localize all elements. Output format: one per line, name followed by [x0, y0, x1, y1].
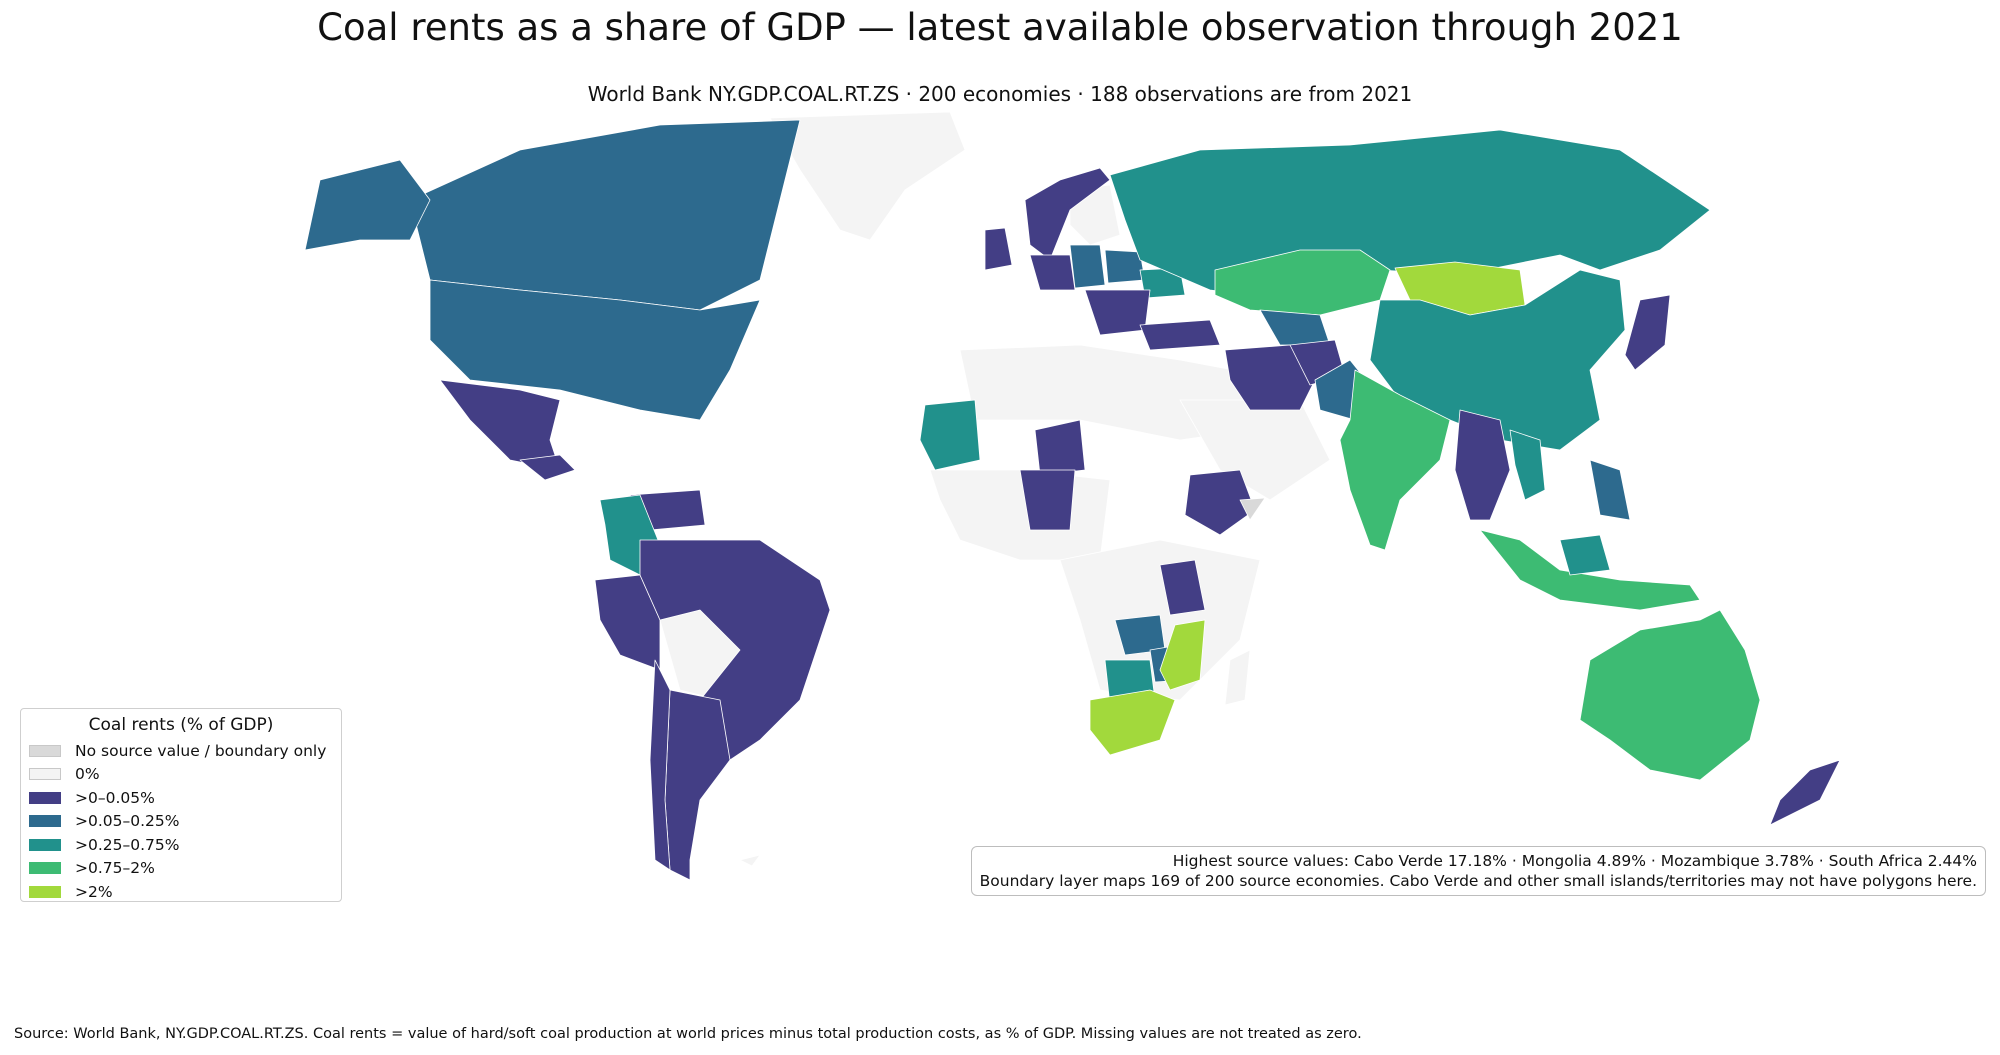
legend-swatch — [29, 815, 61, 828]
region-alaska — [304, 159, 431, 251]
region-central-america — [519, 454, 576, 481]
legend-swatch — [29, 791, 61, 804]
region-france — [1029, 254, 1076, 291]
legend-swatch — [29, 838, 61, 851]
legend-label: 0% — [75, 765, 100, 784]
region-scandinavia — [1024, 167, 1111, 261]
legend-label: >0.25–0.75% — [75, 835, 180, 854]
region-japan — [1624, 294, 1671, 371]
region-uzbekistan — [1259, 309, 1331, 346]
region-russia — [1109, 129, 1711, 301]
map-legend: Coal rents (% of GDP) No source value / … — [20, 708, 342, 902]
region-mexico — [439, 379, 561, 471]
legend-swatch — [29, 744, 61, 757]
region-vietnam — [1509, 429, 1546, 501]
region-australia — [1579, 609, 1761, 781]
region-united-states — [429, 279, 761, 421]
region-niger — [1034, 419, 1086, 476]
legend-label: No source value / boundary only — [75, 741, 327, 760]
region-mauritania — [919, 399, 981, 471]
region-turkey — [1139, 319, 1221, 351]
region-india — [1339, 369, 1451, 551]
legend-item: 0% — [29, 763, 333, 787]
legend-swatch — [29, 885, 61, 898]
highest-values-note: Highest source values: Cabo Verde 17.18%… — [970, 846, 1986, 896]
region-united-kingdom — [984, 227, 1013, 271]
region-tanzania — [1159, 559, 1206, 616]
region-chile — [649, 659, 671, 871]
region-philippines — [1589, 459, 1631, 521]
legend-item: >0–0.05% — [29, 786, 333, 810]
source-note: Source: World Bank, NY.GDP.COAL.RT.ZS. C… — [14, 1026, 1362, 1042]
legend-swatch — [29, 862, 61, 875]
region-greenland — [769, 111, 966, 241]
legend-item: >0.05–0.25% — [29, 810, 333, 834]
legend-label: >0.75–2% — [75, 859, 155, 878]
legend-swatch — [29, 768, 61, 781]
legend-item: >0.75–2% — [29, 857, 333, 881]
legend-item: No source value / boundary only — [29, 739, 333, 763]
legend-item: >2% — [29, 880, 333, 904]
region-somalia — [1239, 497, 1266, 521]
region-antarctica-edge — [739, 854, 761, 867]
highest-values-line: Highest source values: Cabo Verde 17.18%… — [1172, 852, 1977, 870]
region-germany — [1069, 244, 1106, 289]
legend-item: >0.25–0.75% — [29, 833, 333, 857]
boundary-coverage-line: Boundary layer maps 169 of 200 source ec… — [979, 872, 1977, 890]
region-mozambique — [1159, 619, 1206, 691]
region-western-africa — [929, 469, 1111, 561]
legend-label: >0–0.05% — [75, 788, 155, 807]
legend-label: >2% — [75, 882, 113, 901]
region-madagascar — [1224, 649, 1251, 706]
legend-label: >0.05–0.25% — [75, 812, 180, 831]
legend-title: Coal rents (% of GDP) — [88, 715, 274, 735]
chart-title: Coal rents as a share of GDP — latest av… — [317, 6, 1683, 49]
region-south-africa — [1089, 689, 1176, 756]
region-new-zealand — [1769, 759, 1841, 826]
region-nigeria — [1019, 469, 1076, 531]
chart-subtitle: World Bank NY.GDP.COAL.RT.ZS · 200 econo… — [587, 82, 1413, 106]
region-southeast-asia — [1454, 409, 1511, 521]
region-balkans — [1084, 289, 1151, 336]
region-argentina — [664, 689, 731, 881]
region-malaysia — [1559, 534, 1611, 576]
region-canada — [409, 119, 801, 311]
region-ethiopia — [1184, 469, 1256, 536]
region-indonesia — [1479, 529, 1701, 611]
